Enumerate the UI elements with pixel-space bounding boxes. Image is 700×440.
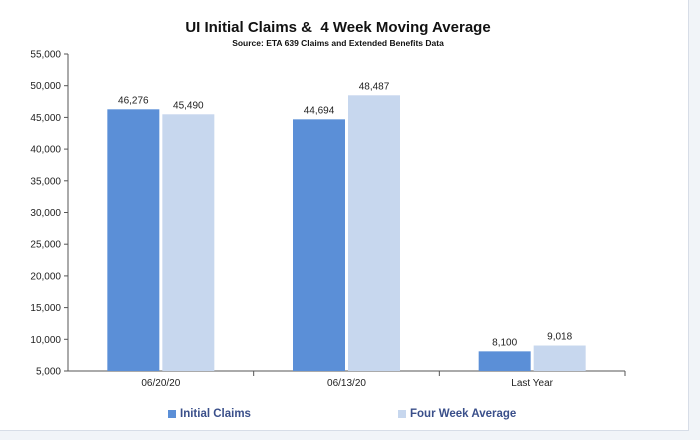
data-label: 45,490 bbox=[173, 100, 204, 111]
data-label: 8,100 bbox=[492, 337, 517, 348]
y-tick-label: 30,000 bbox=[30, 208, 61, 219]
x-tick-label: 06/13/20 bbox=[327, 378, 366, 389]
x-tick-label: 06/20/20 bbox=[141, 378, 180, 389]
y-tick-label: 50,000 bbox=[30, 81, 61, 92]
bar-four-week-average bbox=[533, 345, 586, 371]
y-tick-label: 40,000 bbox=[30, 145, 61, 156]
bar-four-week-average bbox=[162, 114, 215, 372]
legend: Initial Claims Four Week Average bbox=[0, 408, 688, 426]
bar-initial-claims bbox=[107, 109, 160, 372]
y-tick-label: 45,000 bbox=[30, 113, 61, 124]
y-tick-label: 25,000 bbox=[30, 240, 61, 251]
legend-item-four-week-average: Four Week Average bbox=[398, 408, 516, 420]
data-label: 46,276 bbox=[118, 95, 149, 106]
bar-initial-claims bbox=[293, 119, 345, 371]
data-label: 44,694 bbox=[304, 105, 335, 116]
data-label: 9,018 bbox=[547, 332, 572, 343]
legend-swatch-initial-claims bbox=[168, 410, 176, 418]
legend-item-initial-claims: Initial Claims bbox=[168, 408, 251, 420]
x-tick-label: Last Year bbox=[511, 378, 553, 389]
background-edge-right bbox=[689, 0, 700, 440]
bar-four-week-average bbox=[348, 95, 400, 371]
chart-subtitle: Source: ETA 639 Claims and Extended Bene… bbox=[232, 38, 444, 48]
y-tick-label: 35,000 bbox=[30, 176, 61, 187]
legend-swatch-four-week-average bbox=[398, 410, 406, 418]
y-tick-label: 20,000 bbox=[30, 271, 61, 282]
y-tick-label: 15,000 bbox=[30, 303, 61, 314]
chart-title: UI Initial Claims & 4 Week Moving Averag… bbox=[185, 19, 491, 36]
y-tick-label: 5,000 bbox=[36, 367, 61, 378]
legend-label-four-week-average: Four Week Average bbox=[410, 408, 517, 420]
data-label: 48,487 bbox=[359, 81, 390, 92]
background-edge-bottom bbox=[0, 431, 700, 440]
legend-label-initial-claims: Initial Claims bbox=[180, 408, 251, 420]
bar-initial-claims bbox=[478, 351, 531, 371]
y-tick-label: 55,000 bbox=[30, 50, 61, 61]
y-tick-label: 10,000 bbox=[30, 335, 61, 346]
